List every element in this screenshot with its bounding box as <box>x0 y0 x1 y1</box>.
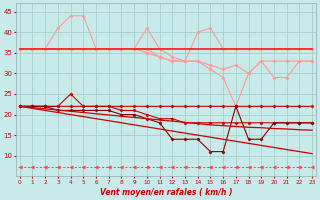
X-axis label: Vent moyen/en rafales ( km/h ): Vent moyen/en rafales ( km/h ) <box>100 188 232 197</box>
